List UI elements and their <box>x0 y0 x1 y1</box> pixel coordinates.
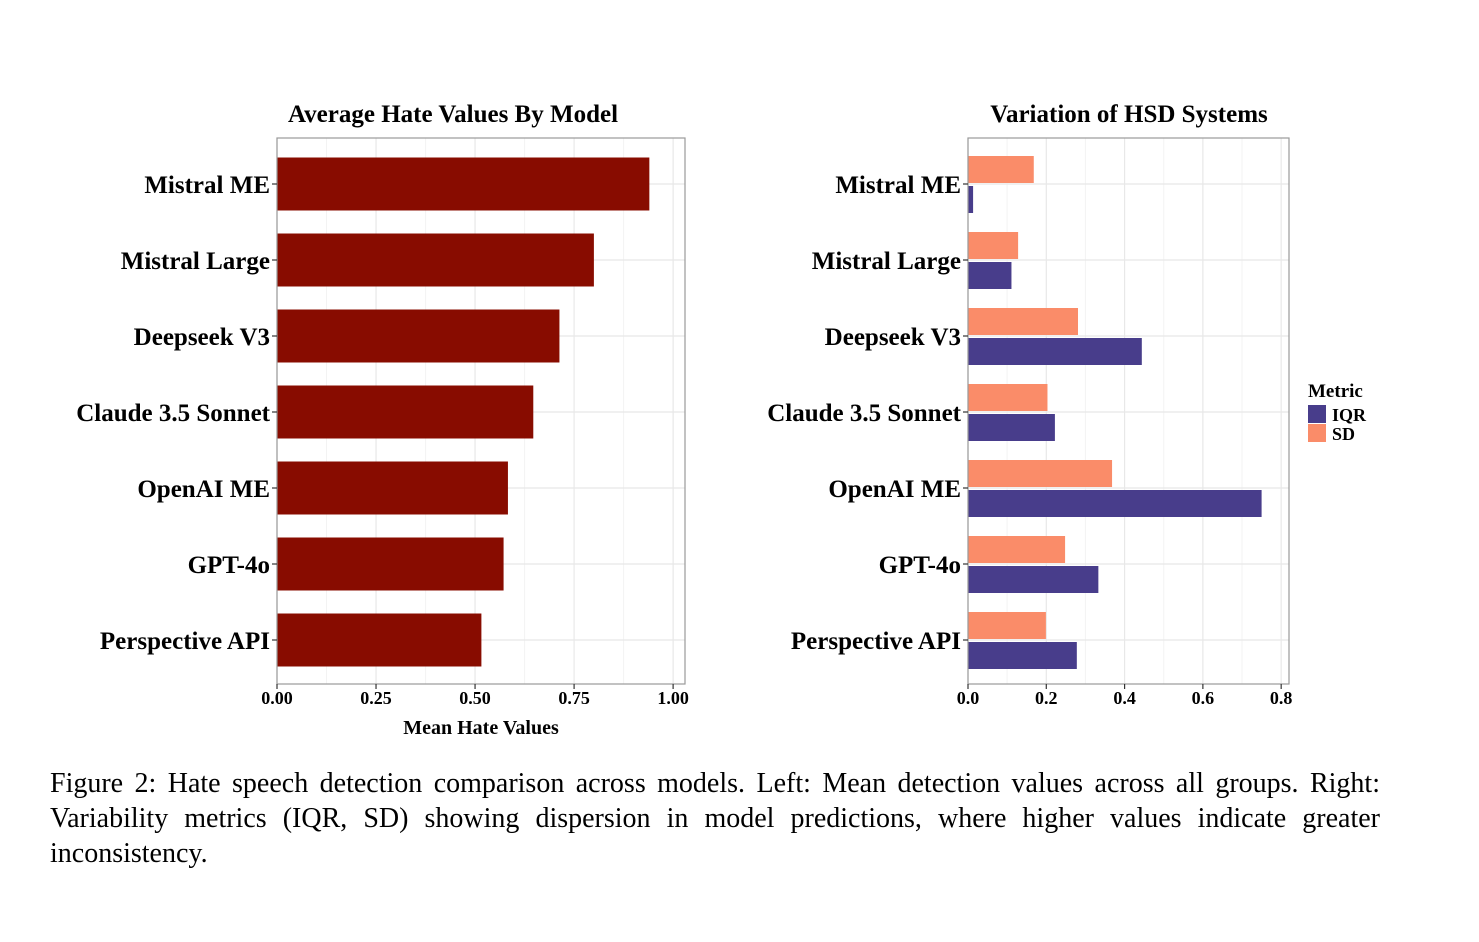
category-label: OpenAI ME <box>137 476 270 503</box>
bar-sd <box>968 232 1019 259</box>
bar-sd <box>968 536 1066 563</box>
bar-sd <box>968 460 1113 487</box>
category-label: Mistral Large <box>121 248 270 275</box>
category-label: Perspective API <box>791 628 961 655</box>
x-tick-label: 0.00 <box>261 688 293 708</box>
category-label: GPT-4o <box>879 552 961 579</box>
bar-iqr <box>968 262 1012 289</box>
bar-iqr <box>968 186 974 213</box>
x-tick-label: 0.75 <box>558 688 590 708</box>
right-ticks: 0.0 0.2 0.4 0.6 0.8 <box>957 183 1293 708</box>
left-panel-border <box>276 137 686 685</box>
x-tick-label: 0.4 <box>1113 688 1136 708</box>
legend-title: Metric <box>1308 381 1363 402</box>
legend-label-iqr: IQR <box>1332 405 1367 425</box>
category-label: Mistral Large <box>812 248 961 275</box>
bar-iqr <box>968 338 1142 365</box>
category-label: Deepseek V3 <box>134 324 270 351</box>
left-category-labels: Mistral ME Mistral Large Deepseek V3 Claude… <box>76 172 270 655</box>
bar-iqr <box>968 490 1262 517</box>
bar-mean-hate <box>277 537 504 591</box>
legend-swatch-sd <box>1308 424 1326 442</box>
legend: Metric IQR SD <box>1308 381 1367 444</box>
x-tick-label: 0.50 <box>459 688 491 708</box>
bar-mean-hate <box>277 613 482 667</box>
x-tick-label: 0.8 <box>1270 688 1293 708</box>
legend-swatch-iqr <box>1308 405 1326 423</box>
left-x-axis-label: Mean Hate Values <box>403 717 559 739</box>
bar-iqr <box>968 642 1077 669</box>
category-label: Claude 3.5 Sonnet <box>76 400 270 427</box>
x-tick-label: 1.00 <box>657 688 689 708</box>
x-tick-label: 0.2 <box>1035 688 1058 708</box>
category-label: Perspective API <box>100 628 270 655</box>
left-bars <box>277 157 650 667</box>
right-category-labels: Mistral ME Mistral Large Deepseek V3 Claude… <box>767 172 961 655</box>
left-ticks: 0.00 0.25 0.50 0.75 1.00 <box>261 183 689 708</box>
bar-iqr <box>968 414 1055 441</box>
x-tick-label: 0.6 <box>1192 688 1215 708</box>
right-panel-border <box>967 137 1290 685</box>
x-tick-label: 0.0 <box>957 688 980 708</box>
bar-sd <box>968 612 1046 639</box>
bar-mean-hate <box>277 233 594 287</box>
legend-label-sd: SD <box>1332 424 1355 444</box>
bar-mean-hate <box>277 385 534 439</box>
left-chart-title: Average Hate Values By Model <box>288 101 618 128</box>
bar-iqr <box>968 566 1099 593</box>
bar-sd <box>968 156 1034 183</box>
figure-caption: Figure 2: Hate speech detection comparis… <box>50 768 1380 869</box>
category-label: Deepseek V3 <box>825 324 961 351</box>
x-tick-label: 0.25 <box>360 688 392 708</box>
mean-hate-chart: Average Hate Values By Model 0.00 0.25 0.5… <box>76 101 689 739</box>
bar-sd <box>968 384 1048 411</box>
bar-sd <box>968 308 1079 335</box>
category-label: GPT-4o <box>188 552 270 579</box>
category-label: Claude 3.5 Sonnet <box>767 400 961 427</box>
category-label: Mistral ME <box>835 172 961 199</box>
bar-mean-hate <box>277 461 508 515</box>
variation-chart: Variation of HSD Systems 0.0 0.2 0.4 0.6 0.8… <box>767 101 1292 708</box>
right-chart-title: Variation of HSD Systems <box>990 101 1268 128</box>
right-bars <box>968 156 1262 669</box>
bar-mean-hate <box>277 309 560 363</box>
category-label: OpenAI ME <box>828 476 961 503</box>
bar-mean-hate <box>277 157 650 211</box>
category-label: Mistral ME <box>144 172 270 199</box>
